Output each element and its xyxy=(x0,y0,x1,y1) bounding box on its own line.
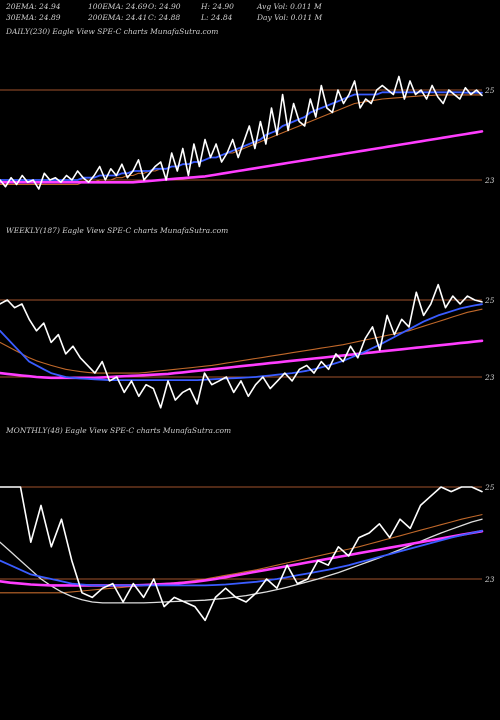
weekly-tick-25: 25 xyxy=(484,296,495,305)
stat-high: H: 24.90 xyxy=(201,2,234,11)
stat-ema100: 100EMA: 24.69 xyxy=(88,2,148,11)
stat-avgvol: Avg Vol: 0.011 M xyxy=(257,2,322,11)
daily-panel-title: DAILY(230) Eagle View SPE-C charts Munaf… xyxy=(6,27,219,36)
daily-series-price xyxy=(0,75,483,190)
stat-dayvol: Day Vol: 0.011 M xyxy=(257,13,323,22)
stat-open: O: 24.90 xyxy=(148,2,181,11)
daily-tick-25: 25 xyxy=(484,86,495,95)
stat-ema20: 20EMA: 24.94 xyxy=(6,2,61,11)
monthly-tick-23: 23 xyxy=(484,575,495,584)
monthly-tick-25: 25 xyxy=(484,483,495,492)
weekly-series-price xyxy=(0,283,483,409)
daily-series-ema-blue xyxy=(0,91,483,181)
stat-low: L: 24.84 xyxy=(201,13,233,22)
monthly-series-ema-blue xyxy=(0,529,483,587)
weekly-panel-title: WEEKLY(187) Eagle View SPE-C charts Muna… xyxy=(6,226,229,235)
monthly-series-ema-magenta xyxy=(0,529,484,587)
stat-ema30: 30EMA: 24.89 xyxy=(6,13,61,22)
weekly-series-ema-blue xyxy=(0,303,483,382)
daily-series-ema-magenta xyxy=(0,130,484,184)
daily-tick-23: 23 xyxy=(484,176,495,185)
monthly-series-ema-orange xyxy=(0,514,483,594)
monthly-series-ema-white xyxy=(0,518,483,604)
weekly-series-ema-orange xyxy=(0,308,483,374)
weekly-tick-23: 23 xyxy=(484,373,495,382)
stat-ema200: 200EMA: 24.41 xyxy=(88,13,148,22)
stat-close: C: 24.88 xyxy=(148,13,181,22)
monthly-series-price xyxy=(0,486,483,622)
monthly-panel-title: MONTHLY(48) Eagle View SPE-C charts Muna… xyxy=(6,426,232,435)
